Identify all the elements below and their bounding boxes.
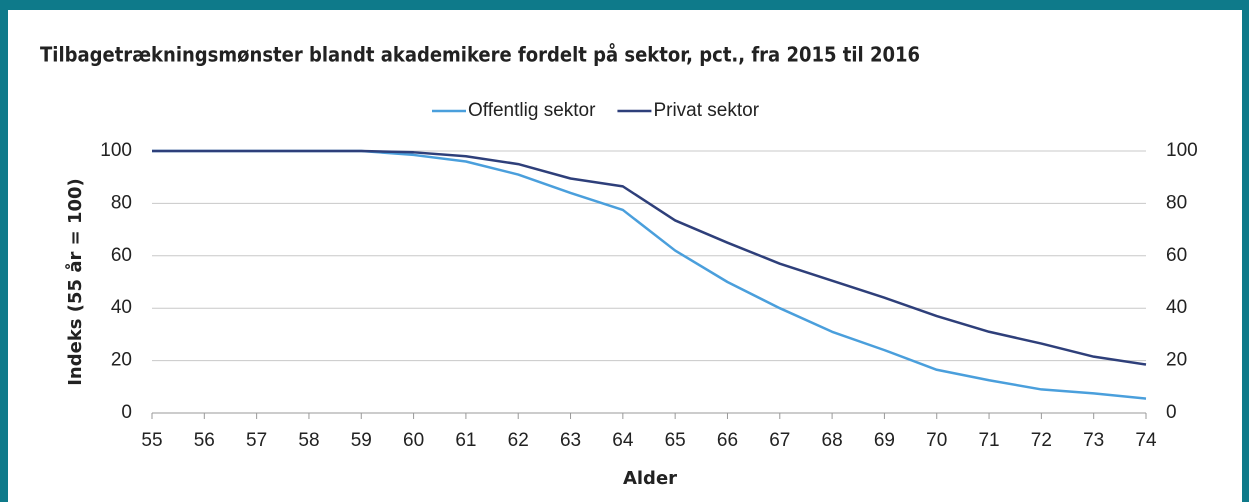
x-tick-label: 74 [1135, 430, 1157, 451]
x-tick-label: 70 [926, 430, 947, 451]
x-tick-label: 56 [194, 430, 215, 451]
y2-tick-label: 40 [1166, 297, 1187, 318]
x-tick-label: 63 [560, 430, 581, 451]
x-tick-label: 57 [246, 430, 267, 451]
chart-title: Tilbagetrækningsmønster blandt akademike… [40, 43, 920, 67]
y-tick-label: 40 [111, 297, 132, 318]
x-axis-title: Alder [623, 468, 677, 489]
x-tick-label: 71 [978, 430, 999, 451]
x-tick-label: 58 [298, 430, 319, 451]
x-tick-label: 62 [508, 430, 529, 451]
x-tick-label: 73 [1083, 430, 1104, 451]
y-axis-title: Indeks (55 år = 100) [64, 178, 86, 386]
series-line [152, 149, 1147, 366]
legend-label: Privat sektor [653, 100, 759, 121]
x-tick-label: 64 [612, 430, 634, 451]
y-tick-label: 0 [121, 402, 132, 423]
x-tick-label: 68 [822, 430, 843, 451]
y-tick-label: 100 [100, 140, 132, 161]
x-tick-label: 65 [665, 430, 686, 451]
x-tick-label: 61 [455, 430, 476, 451]
x-tick-label: 66 [717, 430, 738, 451]
x-tick-label: 67 [769, 430, 790, 451]
y-tick-label: 80 [111, 192, 132, 213]
y-tick-label: 60 [111, 245, 132, 266]
x-tick-label: 55 [141, 430, 162, 451]
legend-label: Offentlig sektor [468, 100, 596, 121]
y2-tick-label: 60 [1166, 245, 1187, 266]
x-tick-label: 60 [403, 430, 424, 451]
x-tick-label: 72 [1031, 430, 1052, 451]
y-tick-label: 20 [111, 350, 132, 371]
y2-tick-label: 100 [1166, 140, 1198, 161]
y2-tick-label: 80 [1166, 192, 1187, 213]
x-tick-label: 59 [351, 430, 372, 451]
x-tick-label: 69 [874, 430, 895, 451]
y2-tick-label: 0 [1166, 402, 1177, 423]
y2-tick-label: 20 [1166, 350, 1187, 371]
